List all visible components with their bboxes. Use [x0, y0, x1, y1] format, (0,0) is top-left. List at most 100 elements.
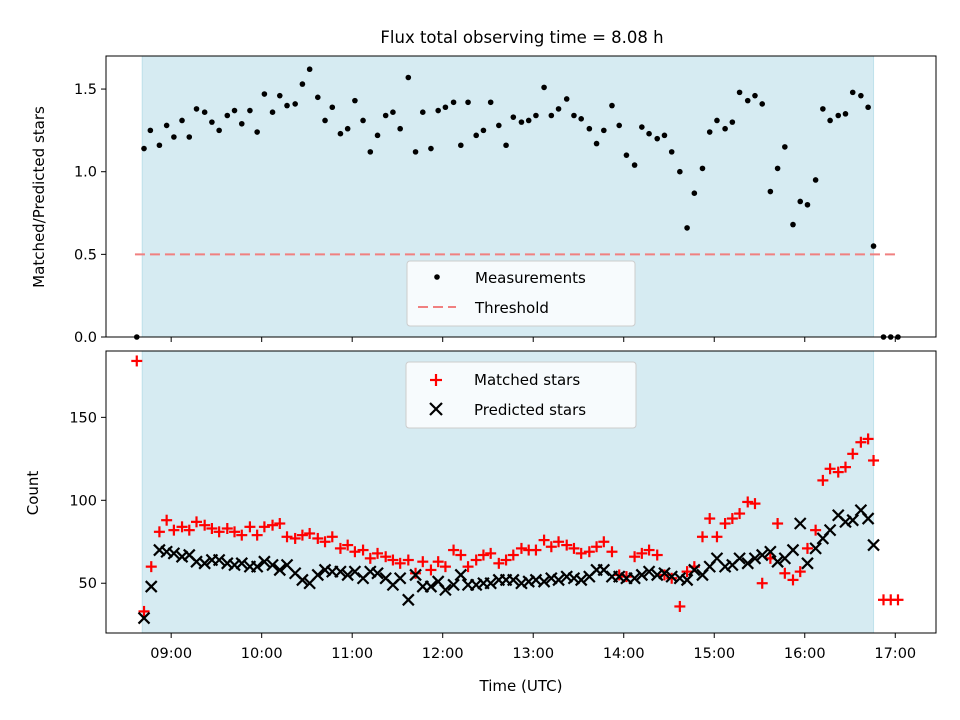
- bottom-y-axis-label: Count: [24, 471, 42, 516]
- matched-star-point: [417, 556, 429, 568]
- measurement-point: [631, 162, 638, 168]
- predicted-star-point: [311, 568, 325, 582]
- predicted-star-point: [650, 568, 664, 582]
- matched-star-point: [779, 567, 791, 579]
- matched-star-point: [772, 518, 784, 530]
- matched-star-point: [380, 551, 392, 563]
- matched-star-point: [507, 549, 519, 561]
- measurement-point: [820, 106, 826, 112]
- predicted-star-point: [809, 542, 822, 555]
- x-tick-label: 13:00: [512, 646, 554, 662]
- measurement-point: [344, 125, 351, 132]
- measurement-point: [450, 99, 457, 106]
- x-tick-label: 11:00: [331, 646, 373, 662]
- predicted-star-point: [839, 515, 852, 529]
- matched-star-point: [868, 454, 880, 466]
- matched-star-point: [726, 513, 738, 525]
- measurement-point: [684, 225, 690, 231]
- measurement-point: [736, 89, 743, 96]
- measurement-point: [299, 81, 306, 87]
- predicted-star-point: [764, 545, 777, 558]
- measurement-point: [548, 112, 555, 119]
- matched-star-point: [221, 522, 233, 534]
- measurement-point: [216, 127, 222, 134]
- matched-star-point: [832, 466, 844, 478]
- predicted-star-point: [167, 547, 181, 560]
- matched-star-point: [591, 541, 603, 553]
- predicted-star-point: [741, 557, 755, 570]
- measurement-point: [842, 111, 849, 117]
- predicted-star-point: [393, 571, 407, 585]
- predicted-star-point: [484, 576, 497, 590]
- predicted-star-point: [688, 563, 701, 577]
- predicted-star-point: [867, 538, 880, 552]
- matched-star-point: [153, 526, 165, 538]
- matched-star-point: [651, 549, 663, 561]
- measurement-point: [442, 104, 449, 111]
- predicted-star-point: [793, 517, 807, 530]
- matched-star-point: [432, 556, 444, 568]
- measurement-point: [661, 132, 668, 139]
- measurement-point: [714, 117, 720, 124]
- matched-star-point: [145, 561, 157, 573]
- matched-star-point: [326, 531, 338, 543]
- count-panel: 50 100 150 09:00 10:00 11:00 12:00 13:00 14:00 1…: [24, 350, 937, 695]
- x-tick-label: 09:00: [150, 646, 192, 662]
- top-y-tick-label: 0.0: [74, 330, 97, 346]
- predicted-star-point: [198, 557, 211, 570]
- matched-star-point: [342, 539, 354, 551]
- measurement-point: [525, 117, 532, 124]
- matched-star-point: [206, 522, 218, 534]
- matched-star-point: [742, 496, 754, 508]
- measurement-point: [156, 142, 163, 149]
- matched-star-point: [839, 461, 851, 473]
- predicted-star-point: [402, 593, 415, 607]
- matched-star-point: [334, 542, 346, 554]
- measurement-point: [722, 125, 728, 132]
- matched-star-point: [183, 524, 195, 536]
- matched-star-point: [312, 532, 324, 544]
- measurement-point: [374, 132, 381, 139]
- matched-star-point: [274, 518, 286, 530]
- predicted-star-point: [718, 560, 732, 573]
- matched-star-point: [674, 600, 686, 612]
- top-y-tick-label: 0.5: [74, 247, 97, 263]
- measurement-point: [518, 119, 525, 125]
- measurement-point: [480, 127, 487, 134]
- matched-star-point: [620, 571, 632, 583]
- predicted-star-point: [612, 570, 626, 583]
- measurement-point: [322, 117, 328, 124]
- predicted-star-point: [424, 580, 438, 593]
- predicted-star-point: [296, 573, 309, 587]
- predicted-star-point: [823, 523, 837, 537]
- measurement-point: [870, 243, 877, 249]
- predicted-stars-points: [137, 503, 880, 625]
- predicted-star-point: [175, 550, 189, 563]
- matched-star-point: [643, 544, 655, 556]
- matched-star-point: [258, 521, 270, 533]
- bottom-y-tick-label: 100: [69, 493, 97, 509]
- matched-star-point: [251, 529, 263, 541]
- measurement-point: [179, 117, 185, 124]
- matched-star-point: [545, 541, 557, 553]
- measurement-point: [201, 109, 208, 115]
- measurement-point: [269, 109, 276, 115]
- predicted-star-point: [515, 576, 528, 590]
- matched-star-point: [372, 547, 384, 559]
- matched-star-point: [568, 542, 580, 554]
- matched-star-point: [794, 566, 806, 578]
- matched-star-point: [787, 574, 799, 586]
- matched-star-point: [410, 567, 422, 579]
- measurement-point: [382, 112, 389, 119]
- x-tick-label: 12:00: [422, 646, 464, 662]
- measurement-point: [314, 94, 321, 101]
- predicted-star-point: [552, 573, 565, 587]
- matched-star-point: [538, 534, 550, 546]
- legend-matched-marker: [430, 374, 442, 386]
- matched-star-point: [485, 547, 497, 559]
- bottom-legend-box: [405, 361, 637, 429]
- measurement-point: [458, 142, 464, 149]
- matched-star-point: [704, 513, 716, 525]
- predicted-star-point: [771, 555, 784, 568]
- predicted-star-point: [628, 571, 641, 585]
